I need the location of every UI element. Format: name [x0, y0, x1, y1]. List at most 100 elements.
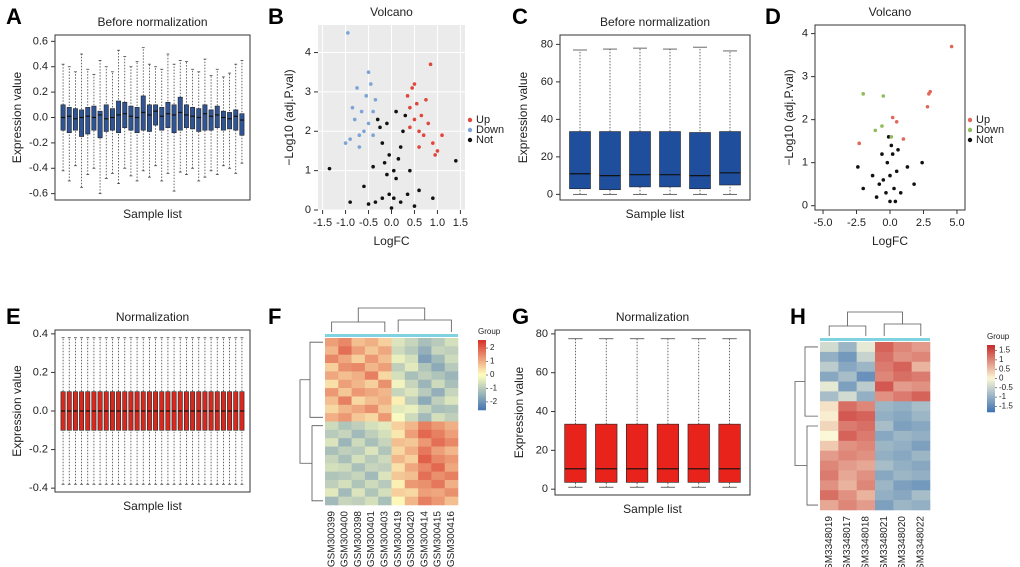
heat-cell — [911, 361, 931, 372]
colorbar-label: -1 — [999, 392, 1007, 401]
heat-cell — [820, 500, 839, 511]
heat-cell — [325, 371, 339, 381]
heat-cell — [391, 396, 406, 406]
y-axis-label: Expression value — [10, 71, 24, 163]
colorbar-step — [987, 396, 995, 399]
point — [410, 86, 414, 90]
x-axis-label: Sample list — [123, 207, 182, 221]
point — [355, 86, 359, 90]
heat-cell — [911, 381, 931, 392]
y-tick-label: 0.4 — [33, 328, 48, 340]
colorbar-step — [478, 396, 486, 399]
heat-cell — [364, 496, 379, 506]
heat-cell — [838, 401, 857, 412]
heat-cell — [820, 381, 839, 392]
heat-cell — [431, 379, 445, 389]
heat-cell — [444, 463, 459, 472]
heat-cell — [404, 404, 419, 414]
heat-cell — [838, 440, 857, 452]
box — [689, 132, 711, 190]
x-tick-label: 0.5 — [407, 217, 422, 229]
y-tick-label: 0.0 — [33, 111, 48, 123]
heat-cell — [444, 346, 459, 355]
box — [97, 110, 103, 139]
colorbar-step — [478, 393, 486, 397]
point — [373, 200, 378, 204]
point — [387, 153, 392, 157]
point — [426, 121, 431, 126]
heat-cell — [391, 346, 406, 355]
legend-label: Down — [976, 124, 1004, 136]
point — [385, 172, 389, 177]
point — [873, 128, 878, 133]
heat-cell — [838, 371, 857, 382]
column-label: GSM3348017 — [842, 516, 853, 567]
heat-cell — [893, 470, 912, 481]
heat-cell — [391, 363, 406, 372]
heat-cell — [351, 388, 366, 397]
colorbar-label: -1.5 — [999, 402, 1013, 411]
colorbar-step — [478, 403, 486, 406]
heat-cell — [418, 471, 432, 481]
y-tick-label: 0 — [542, 483, 548, 495]
colorbar-step — [478, 405, 486, 408]
chart-title: Before normalization — [97, 15, 207, 29]
heat-cell — [378, 496, 392, 506]
chart-title: Volcano — [869, 5, 912, 19]
heat-cell — [431, 354, 445, 364]
heat-cell — [856, 391, 876, 402]
heat-cell — [391, 463, 406, 472]
heat-cell — [838, 421, 857, 432]
heat-cell — [911, 421, 931, 432]
point — [896, 147, 900, 152]
heat-cell — [378, 454, 392, 464]
heat-cell — [364, 446, 379, 456]
panel-letter: E — [6, 304, 21, 329]
colorbar-step — [987, 365, 995, 368]
heat-cell — [338, 438, 352, 447]
colorbar-step — [478, 344, 486, 348]
box — [72, 108, 78, 131]
heat-cell — [444, 471, 459, 481]
heat-cell — [418, 488, 432, 497]
heat-cell — [391, 429, 406, 439]
point — [364, 94, 369, 98]
point — [362, 184, 366, 189]
point — [414, 101, 419, 106]
heat-cell — [820, 421, 839, 432]
panel-letter: C — [512, 4, 528, 29]
column-label: GSM300414 — [419, 511, 430, 567]
box — [171, 104, 177, 134]
legend-title: Group — [987, 332, 1010, 341]
colorbar-label: 1 — [999, 355, 1004, 364]
box — [564, 423, 587, 483]
x-axis-label: Sample list — [623, 502, 682, 516]
x-tick-label: -2.5 — [847, 217, 866, 229]
point — [408, 168, 412, 173]
heat-cell — [911, 411, 931, 422]
heat-cell — [444, 429, 459, 439]
heat-cell — [911, 500, 931, 511]
legend-title: Group — [478, 327, 501, 336]
heat-cell — [378, 338, 392, 347]
heat-cell — [856, 371, 876, 382]
heat-cell — [444, 413, 459, 422]
colorbar-step — [478, 384, 486, 387]
box — [239, 113, 245, 136]
x-tick-label: -1.0 — [336, 217, 355, 229]
colorbar-step — [987, 360, 995, 364]
heat-cell — [364, 479, 379, 489]
point — [424, 97, 428, 102]
box — [66, 107, 72, 134]
heat-cell — [364, 429, 379, 439]
heat-cell — [893, 411, 912, 422]
heat-cell — [338, 463, 352, 472]
heat-cell — [444, 354, 459, 364]
legend-marker — [467, 127, 473, 133]
heat-cell — [418, 446, 432, 456]
dendrogram — [299, 341, 323, 502]
heat-cell — [875, 500, 894, 511]
heat-cell — [893, 371, 912, 382]
heat-cell — [325, 471, 339, 481]
legend-marker — [967, 117, 973, 123]
